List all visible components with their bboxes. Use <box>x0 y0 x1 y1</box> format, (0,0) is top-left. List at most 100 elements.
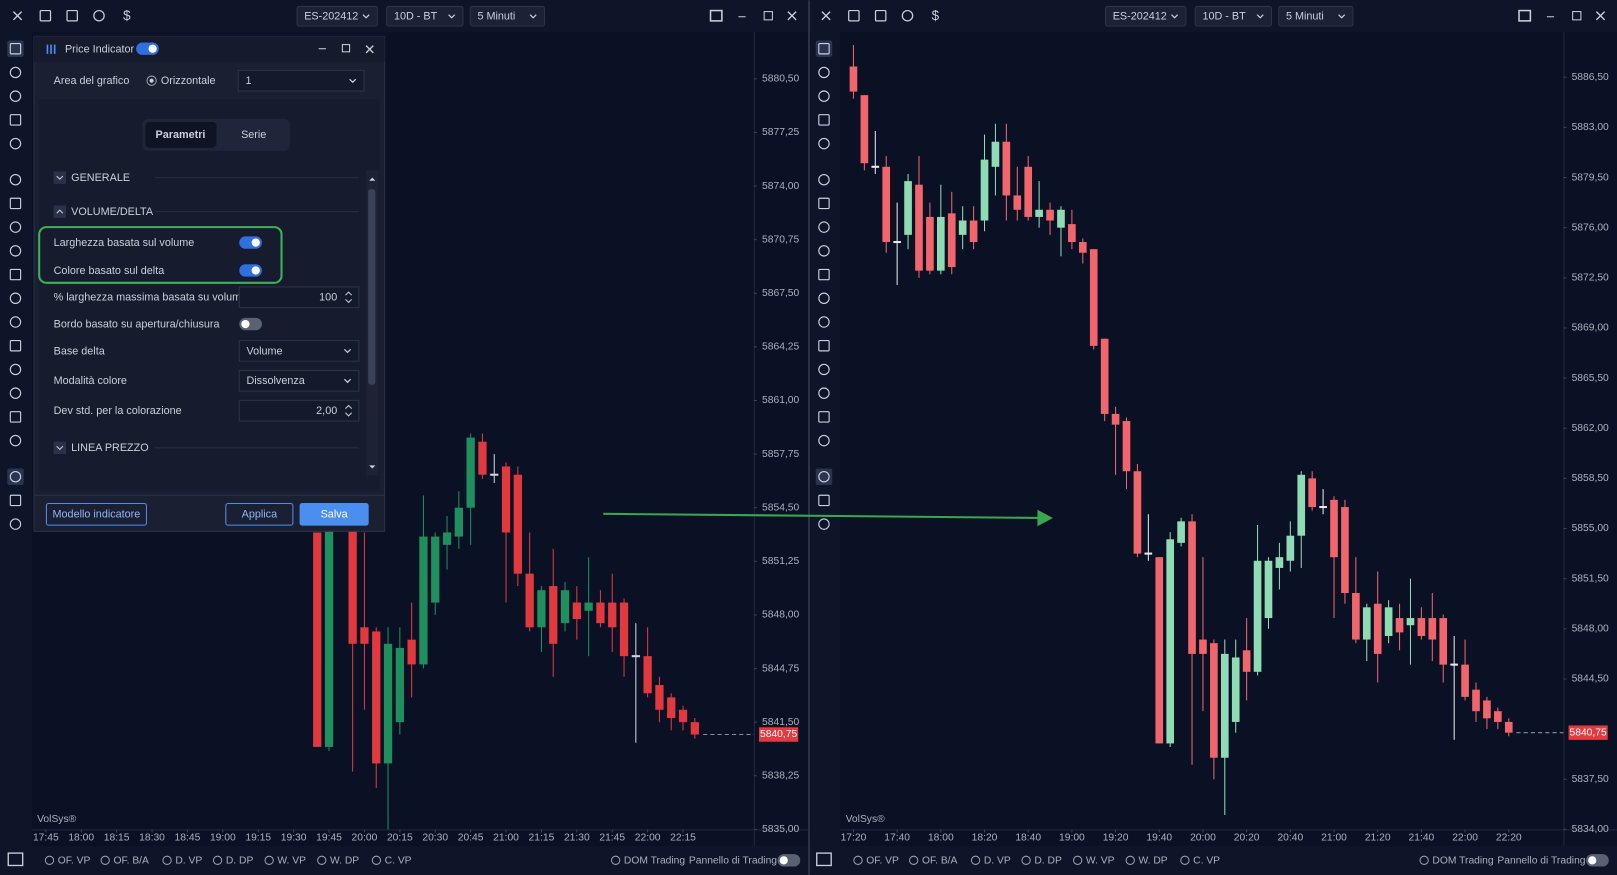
currency-icon[interactable]: $ <box>932 8 940 23</box>
tool-icon[interactable] <box>818 114 830 126</box>
tool-icon[interactable] <box>818 494 830 507</box>
dropdown[interactable] <box>1194 5 1273 27</box>
maximize[interactable] <box>341 44 351 53</box>
radio[interactable] <box>100 855 110 865</box>
tool-icon[interactable] <box>9 363 22 376</box>
section-toggle[interactable] <box>53 441 66 454</box>
select[interactable] <box>237 69 365 92</box>
tool-icon[interactable] <box>818 197 830 210</box>
tool-icon[interactable] <box>818 268 830 281</box>
section-toggle[interactable] <box>53 171 66 184</box>
tool-icon[interactable] <box>9 268 22 281</box>
tool-icon[interactable] <box>818 292 830 305</box>
dropdown[interactable] <box>296 5 378 27</box>
tool-icon[interactable] <box>901 9 914 22</box>
button-label[interactable]: Salva <box>321 509 349 521</box>
tool-icon[interactable] <box>39 9 52 22</box>
tool-icon[interactable] <box>9 470 22 483</box>
tool-icon[interactable] <box>818 434 830 447</box>
maximize[interactable] <box>763 11 773 21</box>
radio[interactable] <box>611 855 621 865</box>
tool-icon[interactable] <box>818 66 830 79</box>
tool-icon[interactable] <box>818 363 830 376</box>
tool-icon[interactable] <box>9 221 22 233</box>
layout-icon[interactable] <box>1518 9 1532 22</box>
tool-icon[interactable] <box>818 245 830 257</box>
section-toggle[interactable] <box>53 205 66 218</box>
radio[interactable] <box>162 855 172 865</box>
tool-icon[interactable] <box>9 114 22 126</box>
tool-icon[interactable] <box>848 9 860 22</box>
tool-icon[interactable] <box>874 9 887 22</box>
tool-icon[interactable] <box>66 9 78 22</box>
tool-icon[interactable] <box>9 90 22 102</box>
panel-icon[interactable] <box>816 852 832 867</box>
scroll-thumb[interactable] <box>368 188 376 385</box>
button-label[interactable]: Applica <box>242 509 278 521</box>
tool-icon[interactable] <box>818 137 830 150</box>
tool-icon[interactable] <box>9 197 22 210</box>
tool-icon[interactable] <box>818 387 830 399</box>
tool-icon[interactable] <box>9 434 22 447</box>
radio[interactable] <box>1419 855 1429 865</box>
tool-icon[interactable] <box>9 66 22 79</box>
tool-icon[interactable] <box>9 42 22 55</box>
close-window[interactable] <box>787 11 797 21</box>
tool-icon[interactable] <box>818 339 830 352</box>
dropdown[interactable] <box>386 5 464 27</box>
select[interactable] <box>238 369 360 392</box>
number-input[interactable] <box>238 286 360 309</box>
tool-icon[interactable] <box>93 9 105 22</box>
select[interactable] <box>238 340 360 362</box>
tool-icon[interactable] <box>9 173 22 186</box>
close[interactable] <box>365 45 374 54</box>
tab[interactable]: Parametri <box>156 129 206 141</box>
radio[interactable] <box>909 855 919 865</box>
tab[interactable]: Serie <box>241 129 266 141</box>
radio[interactable] <box>1021 855 1031 865</box>
radio[interactable] <box>1180 855 1190 865</box>
tool-icon[interactable] <box>818 173 830 186</box>
radio[interactable] <box>317 855 327 865</box>
radio[interactable] <box>371 855 382 865</box>
close-icon[interactable] <box>821 11 831 21</box>
number-input[interactable] <box>238 399 360 422</box>
tool-icon[interactable] <box>818 90 830 102</box>
tool-icon[interactable] <box>9 292 22 305</box>
button[interactable] <box>225 502 294 526</box>
tool-icon[interactable] <box>9 316 22 328</box>
button[interactable] <box>299 502 369 526</box>
maximize[interactable] <box>1572 11 1582 21</box>
tool-icon[interactable] <box>9 339 22 352</box>
tool-icon[interactable] <box>9 387 22 399</box>
tool-icon[interactable] <box>9 411 22 423</box>
radio[interactable] <box>1125 855 1135 865</box>
tool-icon[interactable] <box>9 245 22 257</box>
dropdown[interactable] <box>1104 5 1187 27</box>
tool-icon[interactable] <box>818 42 830 55</box>
tab-active[interactable] <box>145 121 217 148</box>
tool-icon[interactable] <box>818 411 830 423</box>
tool-icon[interactable] <box>9 137 22 150</box>
close-window[interactable] <box>1595 11 1606 21</box>
button[interactable] <box>45 502 147 526</box>
dropdown[interactable] <box>1278 5 1354 27</box>
radio[interactable] <box>146 75 157 86</box>
radio[interactable] <box>1073 855 1083 865</box>
tool-icon[interactable] <box>9 518 22 530</box>
radio[interactable] <box>264 855 274 865</box>
button-label[interactable]: Modello indicatore <box>53 509 141 521</box>
tool-icon[interactable] <box>818 470 830 483</box>
panel-icon[interactable] <box>7 852 24 867</box>
tool-icon[interactable] <box>818 316 830 328</box>
tool-icon[interactable] <box>818 221 830 233</box>
close-icon[interactable] <box>12 11 23 21</box>
tool-icon[interactable] <box>9 494 22 507</box>
radio[interactable] <box>44 855 55 865</box>
radio[interactable] <box>212 855 223 865</box>
tool-icon[interactable] <box>818 518 830 530</box>
radio[interactable] <box>970 855 981 865</box>
layout-icon[interactable] <box>709 9 723 22</box>
currency-icon[interactable]: $ <box>123 8 131 23</box>
dropdown[interactable] <box>469 5 546 27</box>
